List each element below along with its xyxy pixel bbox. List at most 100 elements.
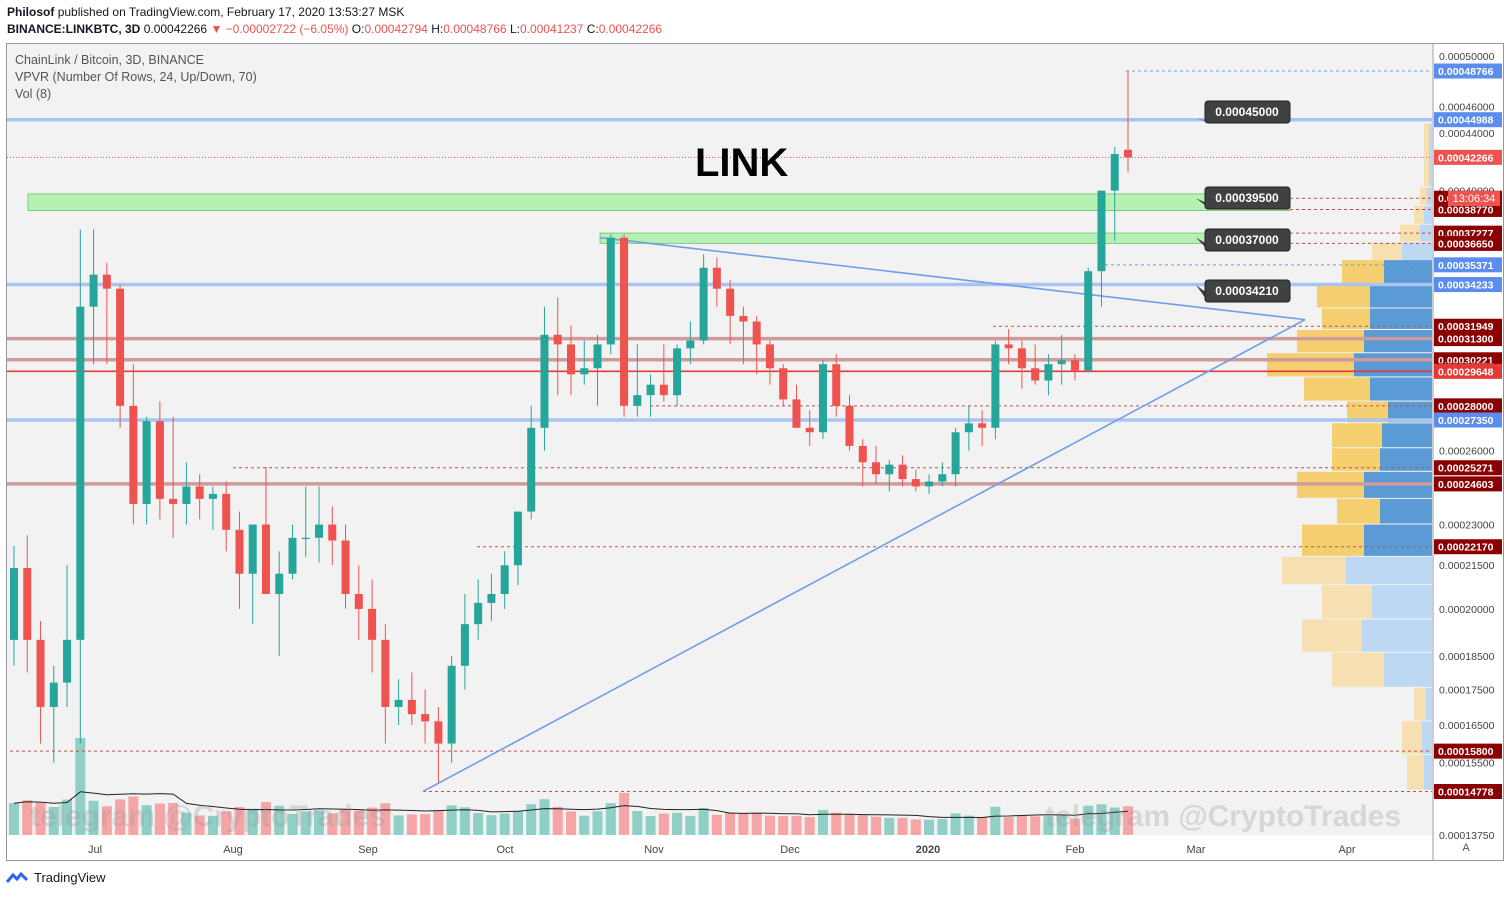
candle-body[interactable] xyxy=(818,364,827,433)
price-label-text: 0.00038770 xyxy=(1438,204,1494,216)
candle-body[interactable] xyxy=(964,423,973,433)
candle-body[interactable] xyxy=(49,682,58,707)
candle-body[interactable] xyxy=(36,639,45,707)
candle-body[interactable] xyxy=(368,608,377,640)
price-callout[interactable]: 0.00037000 xyxy=(1196,228,1291,252)
candle-body[interactable] xyxy=(341,540,350,594)
author-name[interactable]: Philosof xyxy=(7,5,55,19)
candle-body[interactable] xyxy=(235,529,244,574)
candle-body[interactable] xyxy=(500,565,509,594)
candle-body[interactable] xyxy=(606,237,615,345)
candle-body[interactable] xyxy=(858,445,867,463)
candle-body[interactable] xyxy=(248,524,257,574)
candle-body[interactable] xyxy=(938,474,947,482)
candle-body[interactable] xyxy=(513,511,522,566)
price-callout[interactable]: 0.00045000 xyxy=(1196,100,1291,124)
candle-body[interactable] xyxy=(102,274,111,289)
candle-body[interactable] xyxy=(978,423,987,428)
candle-body[interactable] xyxy=(261,524,270,594)
candle-body[interactable] xyxy=(779,368,788,400)
candle-body[interactable] xyxy=(885,464,894,475)
candle-body[interactable] xyxy=(633,395,642,406)
candle-body[interactable] xyxy=(474,602,483,625)
candle-body[interactable] xyxy=(129,405,138,504)
candle-body[interactable] xyxy=(301,537,310,540)
legend-volume[interactable]: Vol (8) xyxy=(15,87,51,101)
candle-body[interactable] xyxy=(1017,348,1026,369)
candle-body[interactable] xyxy=(752,321,761,345)
candle-body[interactable] xyxy=(712,267,721,289)
candle-body[interactable] xyxy=(1044,364,1053,381)
candle-body[interactable] xyxy=(898,464,907,480)
candle-body[interactable] xyxy=(222,493,231,530)
candle-body[interactable] xyxy=(739,315,748,322)
candle-body[interactable] xyxy=(1084,271,1093,371)
candle-body[interactable] xyxy=(23,568,32,640)
candle-body[interactable] xyxy=(142,421,151,504)
auto-scale-button[interactable]: A xyxy=(1462,842,1470,854)
price-callout[interactable]: 0.00034210 xyxy=(1196,279,1291,303)
candle-body[interactable] xyxy=(10,568,18,640)
candle-body[interactable] xyxy=(208,493,217,499)
legend-symbol[interactable]: ChainLink / Bitcoin, 3D, BINANCE xyxy=(15,53,204,67)
candle-body[interactable] xyxy=(328,524,337,541)
candle-body[interactable] xyxy=(447,665,456,744)
candle-body[interactable] xyxy=(434,721,443,744)
tradingview-footer[interactable]: TradingView xyxy=(6,870,106,885)
candle-body[interactable] xyxy=(620,237,629,406)
candle-body[interactable] xyxy=(872,462,881,475)
candle-body[interactable] xyxy=(1004,344,1013,349)
candle-body[interactable] xyxy=(76,306,85,640)
candle-body[interactable] xyxy=(1070,360,1079,371)
candle-body[interactable] xyxy=(845,405,854,446)
candle-body[interactable] xyxy=(195,486,204,499)
candle-body[interactable] xyxy=(553,334,562,345)
candle-body[interactable] xyxy=(487,593,496,603)
candle-body[interactable] xyxy=(805,427,814,433)
candle-body[interactable] xyxy=(354,593,363,609)
candle-body[interactable] xyxy=(646,384,655,396)
candle-body[interactable] xyxy=(765,344,774,369)
candle-body[interactable] xyxy=(593,344,602,369)
candle-body[interactable] xyxy=(792,399,801,428)
vpvr-down-bar xyxy=(1342,260,1384,284)
candle-body[interactable] xyxy=(315,524,324,538)
candle-body[interactable] xyxy=(699,267,708,341)
candle-body[interactable] xyxy=(567,344,575,375)
vpvr-down-bar xyxy=(1332,423,1382,448)
candle-body[interactable] xyxy=(686,340,695,349)
candle-body[interactable] xyxy=(580,368,589,375)
candle-body[interactable] xyxy=(540,334,549,428)
candle-body[interactable] xyxy=(169,498,178,504)
candle-body[interactable] xyxy=(832,364,841,406)
candle-body[interactable] xyxy=(925,481,934,487)
candle-body[interactable] xyxy=(1124,149,1132,158)
candle-body[interactable] xyxy=(911,479,920,487)
candle-body[interactable] xyxy=(1031,368,1040,381)
candle-body[interactable] xyxy=(1097,190,1106,272)
candle-body[interactable] xyxy=(275,573,284,594)
candle-body[interactable] xyxy=(63,639,72,683)
candle-body[interactable] xyxy=(673,348,682,396)
candle-body[interactable] xyxy=(460,624,469,666)
candle-body[interactable] xyxy=(155,421,164,499)
candle-body[interactable] xyxy=(1057,360,1066,365)
candle-body[interactable] xyxy=(288,537,297,574)
candle-body[interactable] xyxy=(182,486,191,504)
candle-body[interactable] xyxy=(381,639,390,707)
candle-body[interactable] xyxy=(116,288,125,406)
candle-body[interactable] xyxy=(726,288,735,316)
candle-body[interactable] xyxy=(407,699,416,715)
candle-body[interactable] xyxy=(1110,154,1119,191)
price-callout[interactable]: 0.00039500 xyxy=(1196,186,1291,210)
candle-body[interactable] xyxy=(991,344,1000,428)
candle-body[interactable] xyxy=(951,432,960,475)
candle-body[interactable] xyxy=(527,427,536,512)
legend-vpvr[interactable]: VPVR (Number Of Rows, 24, Up/Down, 70) xyxy=(15,70,257,84)
candle-body[interactable] xyxy=(421,714,430,722)
candle-body[interactable] xyxy=(659,384,668,396)
volume-bar xyxy=(566,811,576,835)
candle-body[interactable] xyxy=(394,699,403,707)
candle-body[interactable] xyxy=(89,274,98,307)
